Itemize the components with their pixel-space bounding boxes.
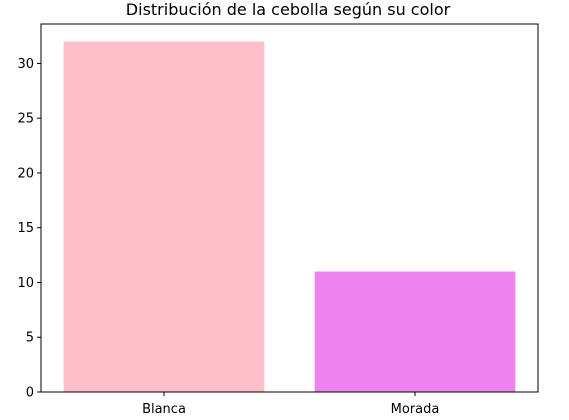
y-tick-label: 5: [26, 331, 34, 346]
bars-group: [63, 41, 516, 393]
y-axis: 0 5 10 15 20 25 30: [17, 57, 41, 401]
x-axis: Blanca Morada: [142, 392, 439, 417]
y-tick-label: 10: [17, 276, 34, 291]
plot-frame: [40, 23, 539, 393]
bar-blanca: [63, 41, 265, 393]
x-tick-label: Morada: [391, 402, 440, 417]
y-tick-label: 25: [17, 112, 34, 127]
y-tick-label: 30: [17, 57, 34, 72]
y-tick-label: 15: [17, 221, 34, 236]
bar-morada: [314, 271, 516, 392]
x-tick-label: Blanca: [142, 402, 186, 417]
y-tick-label: 0: [26, 386, 34, 401]
y-tick-label: 20: [17, 166, 34, 181]
chart-title: Distribución de la cebolla según su colo…: [126, 0, 451, 19]
